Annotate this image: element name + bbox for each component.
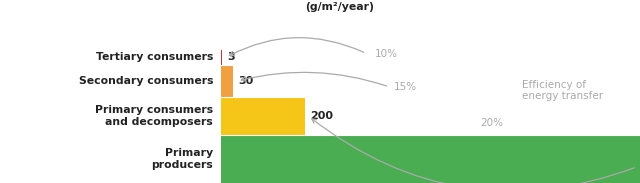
Bar — [221, 49, 222, 66]
Text: 15%: 15% — [394, 82, 417, 92]
Text: 20%: 20% — [480, 118, 503, 128]
Bar — [221, 135, 640, 183]
Text: 200: 200 — [310, 111, 333, 121]
Text: Efficiency of
energy transfer: Efficiency of energy transfer — [522, 80, 603, 101]
Text: Primary consumers
and decomposers: Primary consumers and decomposers — [95, 105, 213, 127]
Text: Primary
producers: Primary producers — [152, 148, 213, 170]
Text: Tertiary consumers: Tertiary consumers — [96, 52, 213, 62]
Bar — [221, 66, 234, 97]
Text: Secondary consumers: Secondary consumers — [79, 76, 213, 86]
Text: Production of biomass
(g/m²/year): Production of biomass (g/m²/year) — [271, 0, 408, 12]
Text: 10%: 10% — [374, 49, 397, 59]
Bar — [221, 97, 305, 135]
Text: 3: 3 — [227, 52, 235, 62]
Text: 30: 30 — [239, 76, 253, 86]
